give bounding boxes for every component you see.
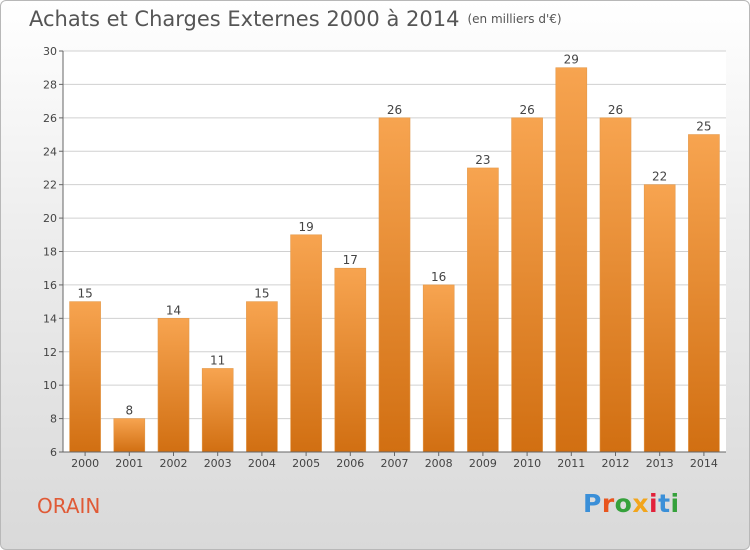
bar	[378, 117, 411, 453]
y-tick-label: 28	[43, 78, 57, 91]
y-tick-label: 12	[43, 346, 57, 359]
bar	[688, 134, 720, 453]
x-tick-label: 2006	[336, 457, 364, 470]
y-tick-label: 6	[50, 446, 57, 459]
y-tick-label: 8	[50, 413, 57, 426]
bar	[599, 117, 632, 453]
bar-value-label: 26	[519, 103, 534, 117]
y-tick-label: 26	[43, 112, 57, 125]
proxiti-logo: Proxiti	[583, 489, 680, 518]
logo-letter: r	[601, 489, 615, 518]
y-tick-label: 14	[43, 312, 57, 325]
bar-value-label: 26	[608, 103, 623, 117]
chart-subtitle: (en milliers d'€)	[467, 12, 562, 26]
x-tick-label: 2012	[602, 457, 630, 470]
bar-value-label: 11	[210, 353, 225, 367]
x-tick-label: 2004	[248, 457, 276, 470]
bar	[69, 301, 101, 453]
bar-value-label: 17	[343, 253, 358, 267]
logo-letter: t	[658, 489, 671, 518]
bar-value-label: 14	[166, 303, 181, 317]
x-tick-label: 2001	[115, 457, 143, 470]
x-tick-label: 2005	[292, 457, 320, 470]
y-tick-label: 10	[43, 379, 57, 392]
place-name: ORAIN	[37, 494, 101, 518]
bar-value-label: 8	[125, 404, 133, 418]
x-tick-label: 2013	[646, 457, 674, 470]
bar	[467, 167, 499, 453]
logo-letter: i	[649, 489, 659, 518]
y-tick-label: 18	[43, 246, 57, 259]
x-tick-label: 2007	[381, 457, 409, 470]
bar	[555, 67, 588, 453]
x-tick-label: 2009	[469, 457, 497, 470]
y-tick-label: 16	[43, 279, 57, 292]
logo-letter: P	[583, 489, 602, 518]
y-tick-label: 24	[43, 145, 57, 158]
logo-letter: o	[614, 489, 633, 518]
y-tick-label: 30	[43, 45, 57, 58]
bar	[511, 117, 543, 453]
bar-value-label: 16	[431, 270, 446, 284]
bar	[643, 184, 676, 453]
bar	[246, 301, 278, 453]
bar-value-label: 29	[564, 53, 579, 67]
x-tick-label: 2010	[513, 457, 541, 470]
bar	[290, 234, 322, 453]
bar-value-label: 23	[475, 153, 490, 167]
y-tick-label: 20	[43, 212, 57, 225]
x-tick-label: 2002	[160, 457, 188, 470]
chart-title: Achats et Charges Externes 2000 à 2014 (e…	[29, 7, 562, 31]
bar	[422, 284, 455, 453]
logo-letter: x	[632, 489, 649, 518]
y-tick-label: 22	[43, 179, 57, 192]
bar	[157, 318, 190, 453]
bar-value-label: 26	[387, 103, 402, 117]
bar-value-label: 19	[298, 220, 313, 234]
bar-value-label: 15	[77, 287, 92, 301]
x-tick-label: 2008	[425, 457, 453, 470]
bar	[201, 368, 234, 453]
x-tick-label: 2003	[204, 457, 232, 470]
bar	[334, 267, 367, 453]
bar-value-label: 22	[652, 170, 667, 184]
bar-value-label: 25	[696, 120, 711, 134]
logo-letter: i	[670, 489, 680, 518]
x-tick-label: 2011	[557, 457, 585, 470]
x-tick-label: 2014	[690, 457, 718, 470]
x-tick-label: 2000	[71, 457, 99, 470]
chart-title-text: Achats et Charges Externes 2000 à 2014	[29, 7, 460, 31]
bar-value-label: 15	[254, 287, 269, 301]
bar	[113, 418, 146, 453]
